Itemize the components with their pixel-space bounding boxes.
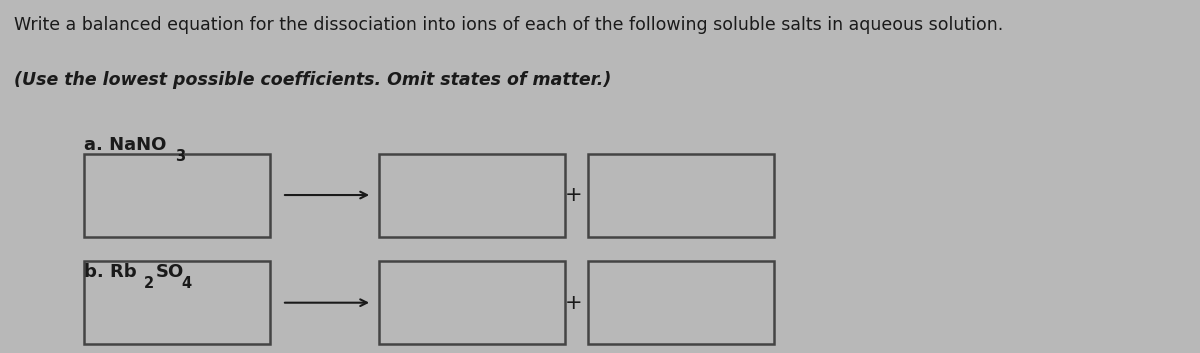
Bar	[84, 154, 270, 237]
Text: 2: 2	[144, 276, 154, 291]
Bar	[588, 261, 774, 344]
Bar	[379, 154, 565, 237]
Text: +: +	[565, 185, 582, 205]
Bar	[84, 261, 270, 344]
Bar	[379, 261, 565, 344]
Text: Write a balanced equation for the dissociation into ions of each of the followin: Write a balanced equation for the dissoc…	[14, 16, 1003, 34]
Text: 4: 4	[182, 276, 192, 291]
Text: SO: SO	[156, 263, 184, 281]
Bar	[588, 154, 774, 237]
Text: 3: 3	[175, 149, 185, 164]
Text: (Use the lowest possible coefficients. Omit states of matter.): (Use the lowest possible coefficients. O…	[14, 71, 612, 89]
Text: b. Rb: b. Rb	[84, 263, 137, 281]
Text: +: +	[565, 293, 582, 313]
Text: a. NaNO: a. NaNO	[84, 136, 167, 154]
